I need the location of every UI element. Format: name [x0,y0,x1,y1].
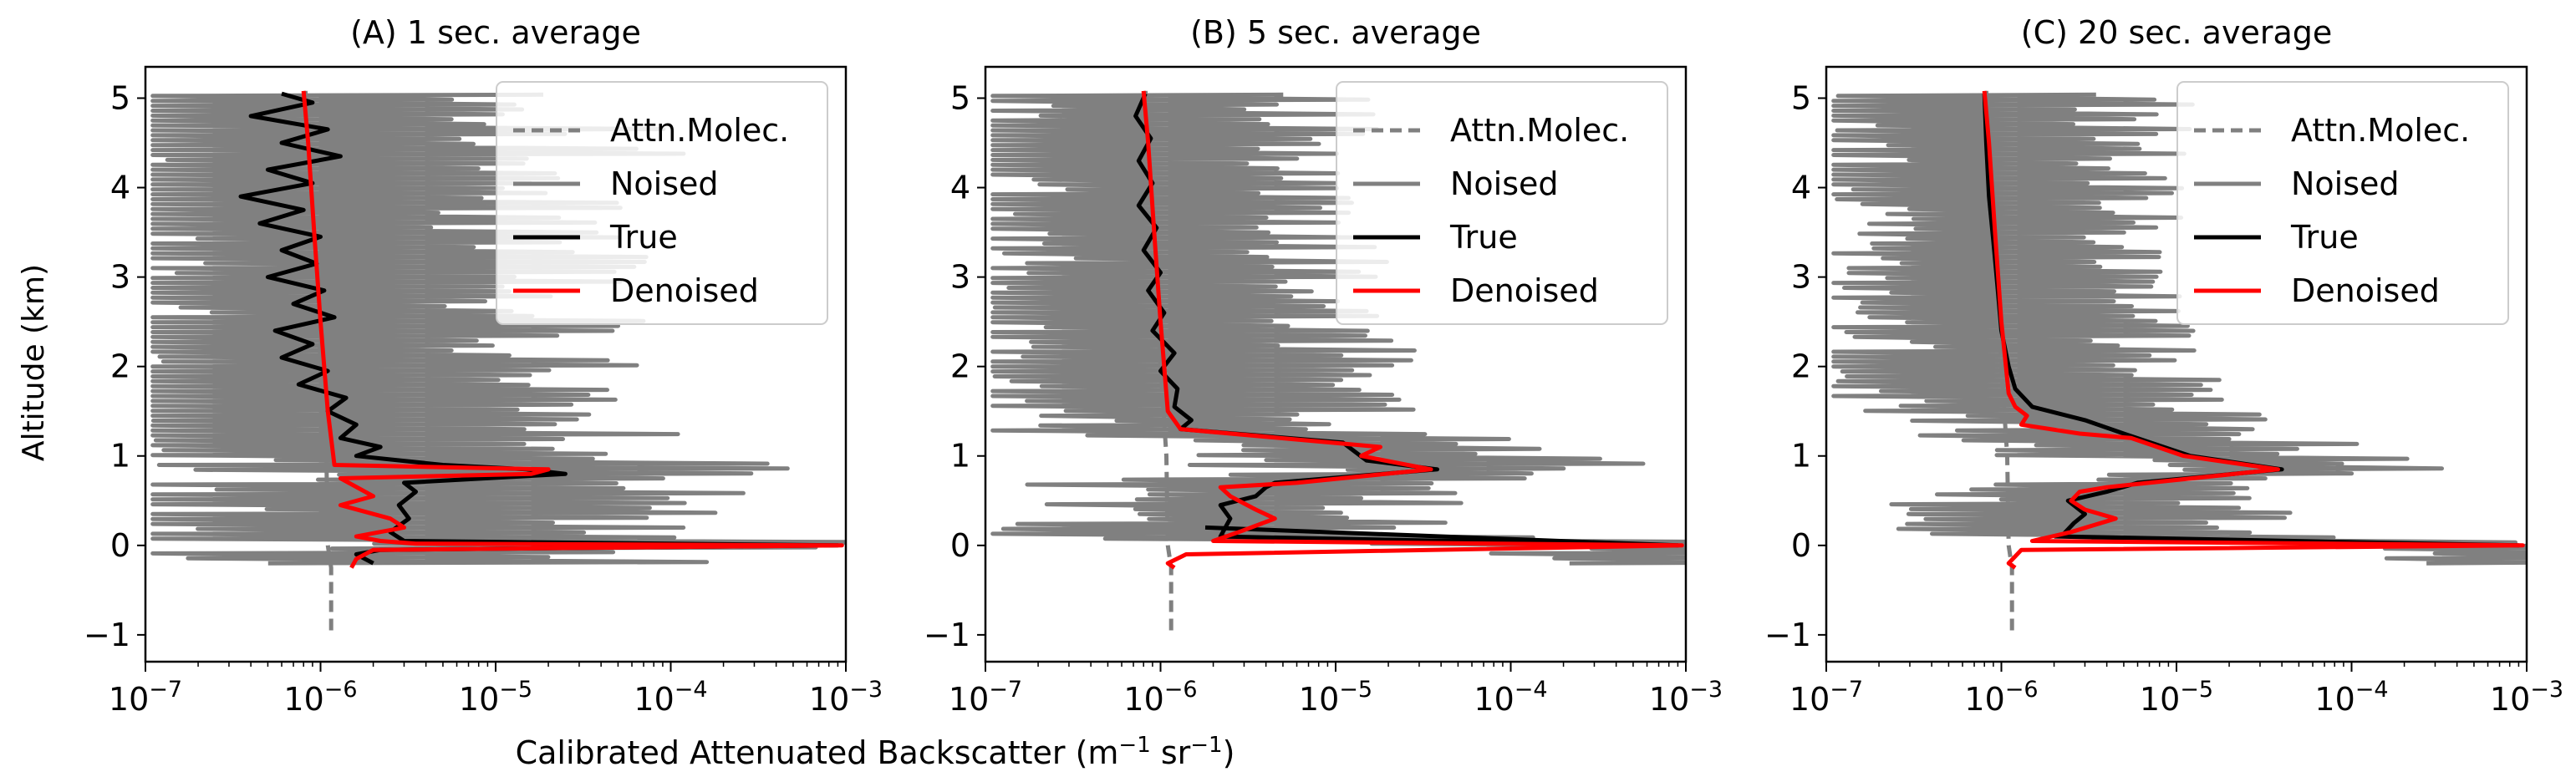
legend-label: Noised [1450,165,1559,202]
plot-area [1831,90,2527,631]
legend-label: True [1449,219,1518,256]
y-tick-label: 3 [1791,259,1811,296]
plot-area [150,90,846,631]
chart-title: (B) 5 sec. average [1190,14,1481,51]
series-noised [150,92,846,566]
x-tick-label: 10−4 [634,677,707,718]
series-true [1133,93,1680,548]
x-tick-label: 10−5 [459,677,532,718]
y-tick-label: 1 [1791,438,1811,475]
y-tick-label: 4 [110,170,130,206]
legend-label: True [2290,219,2359,256]
x-tick-label: 10−4 [2314,677,2388,718]
y-tick-label: −1 [1764,617,1811,653]
x-tick-label: 10−6 [1123,677,1197,718]
noised-trace [150,92,846,566]
chart-panel-1: (B) 5 sec. average −1 0 1 2 3 4 5 10−7 10−6 10−5 10… [924,14,1723,718]
y-tick-label: 1 [950,438,970,475]
y-tick-label: 4 [950,170,970,206]
xlabel-exponent-1: −1 [1118,733,1150,758]
x-tick-label: 10−7 [1789,677,1863,718]
xlabel-exponent-2: −1 [1190,733,1222,758]
x-tick-label: 10−3 [1649,677,1723,718]
y-tick-label: 1 [110,438,130,475]
x-tick-label: 10−3 [2490,677,2563,718]
chart-title: (C) 20 sec. average [2021,14,2333,51]
legend-label: True [609,219,678,256]
y-tick-label: −1 [924,617,970,653]
legend-label: Attn.Molec. [2291,112,2470,149]
y-tick-label: 0 [110,527,130,564]
series-noised [1831,92,2527,566]
series-true [238,91,840,566]
x-tick-label: 10−7 [109,677,182,718]
x-tick-label: 10−6 [283,677,357,718]
legend-box [496,81,828,325]
x-tick-label: 10−7 [949,677,1022,718]
series-denoised [1141,90,1684,570]
y-tick-label: 5 [110,79,130,116]
legend-label: Attn.Molec. [1450,112,1629,149]
legend-label: Denoised [1450,272,1599,309]
legend-box [1336,81,1668,325]
legend: Attn.Molec. Noised True Denoised [1336,81,1668,325]
y-tick-label: 0 [1791,527,1811,564]
plot-area [990,90,1686,631]
x-tick-label: 10−6 [1964,677,2038,718]
legend: Attn.Molec. Noised True Denoised [496,81,828,325]
x-tick-label: 10−3 [809,677,883,718]
series-denoised [1982,90,2525,570]
y-tick-label: 0 [950,527,970,564]
y-tick-label: 2 [110,348,130,385]
legend-box [2176,81,2509,325]
y-tick-label: 4 [1791,170,1811,206]
y-tick-label: −1 [84,617,130,653]
legend-label: Noised [2291,165,2400,202]
y-tick-label: 2 [950,348,970,385]
noised-trace [1831,92,2527,566]
y-tick-label: 3 [110,259,130,296]
shared-xlabel: Calibrated Attenuated Backscatter (m−1 s… [516,733,1235,771]
shared-ylabel: Altitude (km) [17,264,51,461]
chart-panel-2: (C) 20 sec. average −1 0 1 2 3 4 5 10−7 10−6 10−5 1… [1764,14,2563,718]
y-tick-label: 2 [1791,348,1811,385]
y-tick-label: 5 [950,79,970,116]
x-tick-label: 10−5 [1299,677,1372,718]
legend-label: Denoised [610,272,759,309]
series-denoised [301,90,844,569]
legend-label: Attn.Molec. [610,112,789,149]
legend-label: Noised [610,165,719,202]
y-tick-label: 5 [1791,79,1811,116]
chart-title: (A) 1 sec. average [350,14,641,51]
y-tick-label: 3 [950,259,970,296]
x-tick-label: 10−4 [1474,677,1547,718]
legend: Attn.Molec. Noised True Denoised [2176,81,2509,325]
x-tick-label: 10−5 [2140,677,2213,718]
noised-trace [990,92,1686,566]
chart-panel-0: (A) 1 sec. average −1 0 1 2 3 4 5 10−7 10−6 10−5 10… [84,14,883,718]
legend-label: Denoised [2291,272,2440,309]
series-noised [990,92,1686,566]
